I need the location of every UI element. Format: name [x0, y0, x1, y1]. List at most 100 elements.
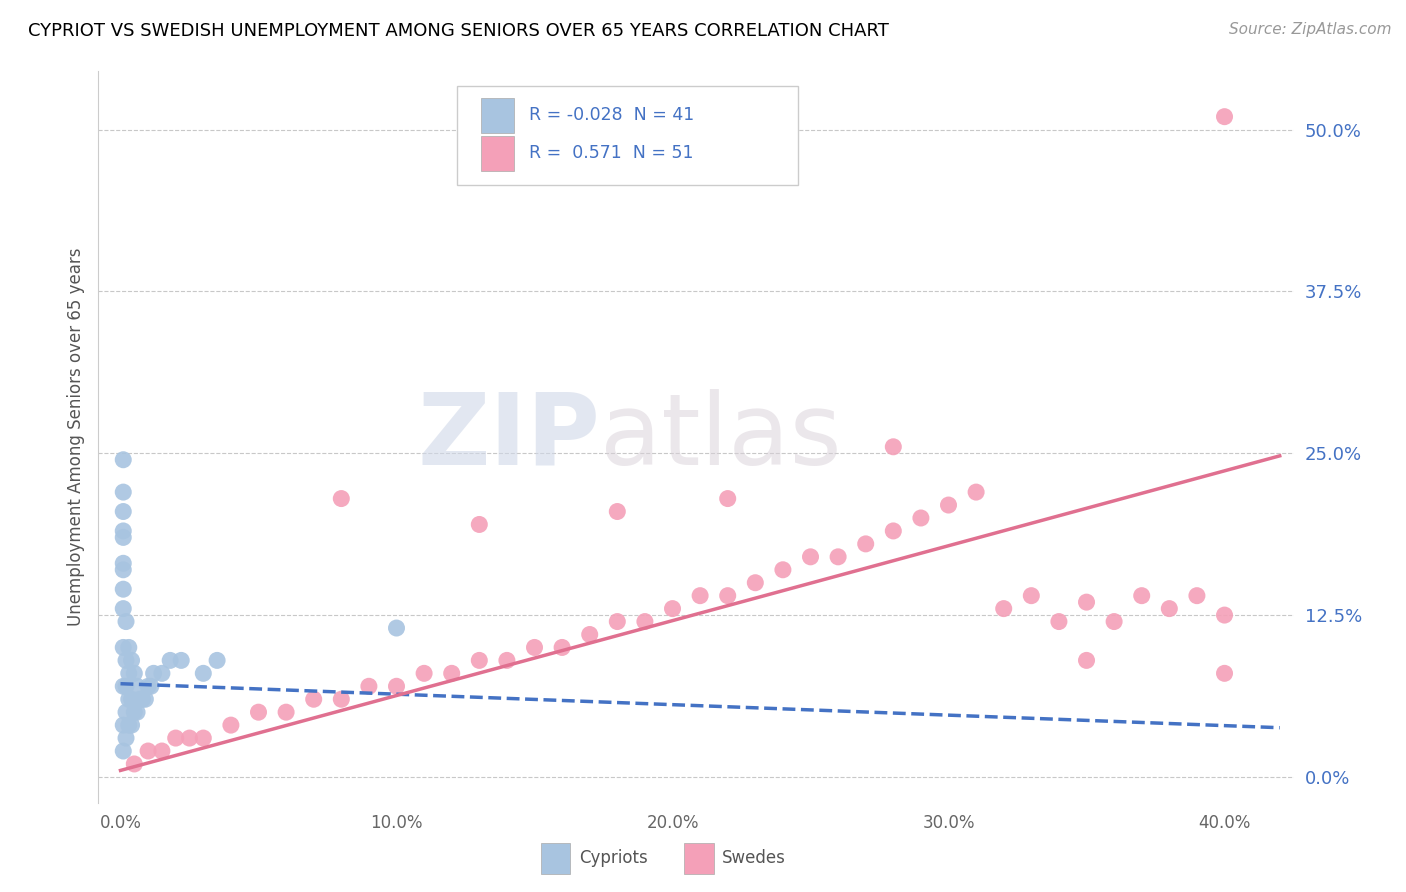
Point — [1021, 589, 1043, 603]
Point — [112, 718, 135, 732]
Point — [193, 666, 215, 681]
Point — [112, 452, 135, 467]
Point — [717, 589, 740, 603]
Point — [115, 615, 138, 629]
Point — [606, 615, 628, 629]
Point — [112, 582, 135, 597]
Point — [1213, 110, 1236, 124]
FancyBboxPatch shape — [541, 843, 571, 874]
Point — [468, 653, 491, 667]
Point — [112, 530, 135, 544]
Point — [139, 679, 162, 693]
Point — [1213, 608, 1236, 623]
Point — [496, 653, 519, 667]
Point — [112, 601, 135, 615]
Point — [827, 549, 849, 564]
Point — [799, 549, 821, 564]
Point — [128, 692, 150, 706]
Point — [112, 485, 135, 500]
Point — [717, 491, 740, 506]
Point — [938, 498, 960, 512]
Point — [125, 705, 148, 719]
Point — [136, 679, 159, 693]
Point — [965, 485, 987, 500]
Point — [1213, 666, 1236, 681]
Point — [134, 692, 156, 706]
Point — [1130, 589, 1153, 603]
FancyBboxPatch shape — [457, 86, 797, 185]
Point — [855, 537, 877, 551]
Point — [112, 640, 135, 655]
Point — [357, 679, 380, 693]
Text: ZIP: ZIP — [418, 389, 600, 485]
Point — [150, 666, 173, 681]
Point — [121, 692, 143, 706]
Point — [274, 705, 297, 719]
Point — [193, 731, 215, 745]
Point — [1185, 589, 1208, 603]
Point — [115, 679, 138, 693]
Point — [551, 640, 574, 655]
Point — [118, 666, 141, 681]
Point — [578, 627, 600, 641]
Point — [993, 601, 1015, 615]
Text: R =  0.571  N = 51: R = 0.571 N = 51 — [529, 145, 693, 162]
Point — [385, 621, 408, 635]
Point — [121, 653, 143, 667]
Text: atlas: atlas — [600, 389, 842, 485]
Point — [302, 692, 325, 706]
Point — [910, 511, 932, 525]
Text: Swedes: Swedes — [723, 848, 786, 867]
Point — [165, 731, 187, 745]
Text: Cypriots: Cypriots — [579, 848, 648, 867]
FancyBboxPatch shape — [481, 136, 515, 171]
FancyBboxPatch shape — [481, 98, 515, 133]
Point — [118, 640, 141, 655]
Point — [205, 653, 228, 667]
Point — [112, 744, 135, 758]
Point — [142, 666, 165, 681]
Point — [124, 666, 146, 681]
Point — [124, 705, 146, 719]
Point — [136, 744, 159, 758]
Point — [413, 666, 436, 681]
Point — [115, 705, 138, 719]
Point — [1159, 601, 1181, 615]
Point — [112, 563, 135, 577]
FancyBboxPatch shape — [685, 843, 714, 874]
Point — [159, 653, 181, 667]
Point — [124, 756, 146, 771]
Point — [882, 524, 904, 538]
Point — [772, 563, 794, 577]
Text: Source: ZipAtlas.com: Source: ZipAtlas.com — [1229, 22, 1392, 37]
Point — [330, 491, 353, 506]
Point — [1047, 615, 1070, 629]
Point — [115, 653, 138, 667]
Point — [125, 679, 148, 693]
Point — [1076, 595, 1098, 609]
Point — [523, 640, 546, 655]
Point — [131, 692, 153, 706]
Point — [689, 589, 711, 603]
Point — [112, 504, 135, 518]
Point — [118, 692, 141, 706]
Point — [744, 575, 766, 590]
Point — [468, 517, 491, 532]
Point — [1102, 615, 1125, 629]
Point — [606, 504, 628, 518]
Point — [882, 440, 904, 454]
Point — [330, 692, 353, 706]
Point — [661, 601, 683, 615]
Point — [440, 666, 463, 681]
Point — [112, 679, 135, 693]
Point — [115, 731, 138, 745]
Point — [219, 718, 242, 732]
Point — [170, 653, 193, 667]
Point — [385, 679, 408, 693]
Text: CYPRIOT VS SWEDISH UNEMPLOYMENT AMONG SENIORS OVER 65 YEARS CORRELATION CHART: CYPRIOT VS SWEDISH UNEMPLOYMENT AMONG SE… — [28, 22, 889, 40]
Point — [247, 705, 270, 719]
Point — [112, 557, 135, 571]
Point — [118, 718, 141, 732]
Point — [1076, 653, 1098, 667]
Point — [112, 524, 135, 538]
